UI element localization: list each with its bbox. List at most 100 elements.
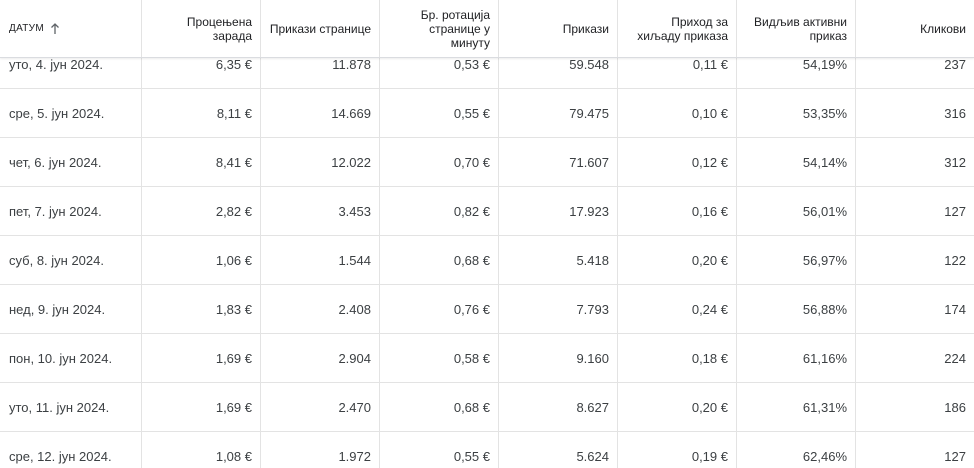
impressions-cell: 17.923	[498, 187, 617, 235]
active-view-cell: 54,19%	[736, 40, 855, 88]
table-row: сре, 12. јун 2024. 1,08 €1.972 0,55 €5.624…	[0, 432, 974, 468]
column-header-label: Прикази странице	[269, 21, 371, 36]
impressions-cell: 5.624	[498, 432, 617, 468]
table-row: нед, 9. јун 2024. 1,83 €2.408 0,76 €7.793 0…	[0, 285, 974, 334]
page-rpm-cell: 0,68 €	[379, 236, 498, 284]
impressions-cell: 5.418	[498, 236, 617, 284]
date-cell: пон, 10. јун 2024.	[9, 350, 113, 366]
page-views-cell: 12.022	[260, 138, 379, 186]
impressions-cell: 7.793	[498, 285, 617, 333]
impression-rpm-cell: 0,20 €	[617, 383, 736, 431]
impression-rpm-cell: 0,20 €	[617, 236, 736, 284]
column-header-clicks[interactable]: Кликови	[855, 0, 974, 57]
page-views-cell: 11.878	[260, 40, 379, 88]
column-header-label: Кликови	[920, 21, 966, 36]
impression-rpm-cell: 0,10 €	[617, 89, 736, 137]
table-row: сре, 5. јун 2024. 8,11 €14.669 0,55 €79.47…	[0, 89, 974, 138]
table-body: уто, 4. јун 2024. 6,35 €11.878 0,53 €59.54…	[0, 40, 974, 468]
active-view-cell: 54,14%	[736, 138, 855, 186]
page-views-cell: 2.904	[260, 334, 379, 382]
clicks-cell: 174	[855, 285, 974, 333]
clicks-cell: 122	[855, 236, 974, 284]
impression-rpm-cell: 0,16 €	[617, 187, 736, 235]
page-rpm-cell: 0,55 €	[379, 432, 498, 468]
active-view-cell: 56,88%	[736, 285, 855, 333]
table-row: суб, 8. јун 2024. 1,06 €1.544 0,68 €5.418 0…	[0, 236, 974, 285]
clicks-cell: 127	[855, 432, 974, 468]
active-view-cell: 56,97%	[736, 236, 855, 284]
table-row: уто, 4. јун 2024. 6,35 €11.878 0,53 €59.54…	[0, 40, 974, 89]
clicks-cell: 316	[855, 89, 974, 137]
table-row: уто, 11. јун 2024. 1,69 €2.470 0,68 €8.627…	[0, 383, 974, 432]
table-row: чет, 6. јун 2024. 8,41 €12.022 0,70 €71.60…	[0, 138, 974, 187]
estimated-earnings-cell: 1,83 €	[141, 285, 260, 333]
page-rpm-cell: 0,82 €	[379, 187, 498, 235]
table-header: ДАТУМ Процењена зарада Прикази странице …	[0, 0, 974, 58]
column-header-label: Бр. ротација странице у минуту	[420, 7, 490, 50]
impression-rpm-cell: 0,24 €	[617, 285, 736, 333]
page-views-cell: 2.408	[260, 285, 379, 333]
impressions-cell: 79.475	[498, 89, 617, 137]
column-header-impressions[interactable]: Прикази	[498, 0, 617, 57]
page-rpm-cell: 0,76 €	[379, 285, 498, 333]
clicks-cell: 224	[855, 334, 974, 382]
page-views-cell: 3.453	[260, 187, 379, 235]
column-header-estimated-earnings[interactable]: Процењена зарада	[141, 0, 260, 57]
date-cell: уто, 11. јун 2024.	[9, 399, 110, 415]
estimated-earnings-cell: 1,08 €	[141, 432, 260, 468]
date-cell: сре, 5. јун 2024.	[9, 105, 105, 121]
table-row: пет, 7. јун 2024. 2,82 €3.453 0,82 €17.923…	[0, 187, 974, 236]
active-view-cell: 61,16%	[736, 334, 855, 382]
estimated-earnings-cell: 6,35 €	[141, 40, 260, 88]
impression-rpm-cell: 0,11 €	[617, 40, 736, 88]
impressions-cell: 59.548	[498, 40, 617, 88]
column-header-label: Приход за хиљаду приказа	[637, 14, 728, 43]
date-cell: нед, 9. јун 2024.	[9, 301, 106, 317]
column-header-label: ДАТУМ	[9, 22, 44, 34]
impressions-cell: 71.607	[498, 138, 617, 186]
clicks-cell: 237	[855, 40, 974, 88]
estimated-earnings-cell: 1,06 €	[141, 236, 260, 284]
clicks-cell: 186	[855, 383, 974, 431]
page-views-cell: 1.972	[260, 432, 379, 468]
active-view-cell: 61,31%	[736, 383, 855, 431]
active-view-cell: 62,46%	[736, 432, 855, 468]
column-header-page-rpm[interactable]: Бр. ротација странице у минуту	[379, 0, 498, 57]
column-header-label: Процењена зарада	[186, 14, 252, 43]
column-header-date[interactable]: ДАТУМ	[0, 0, 141, 57]
date-cell: суб, 8. јун 2024.	[9, 252, 104, 268]
date-cell: пет, 7. јун 2024.	[9, 203, 102, 219]
estimated-earnings-cell: 2,82 €	[141, 187, 260, 235]
impression-rpm-cell: 0,18 €	[617, 334, 736, 382]
impression-rpm-cell: 0,19 €	[617, 432, 736, 468]
column-header-label: Видљив активни приказ	[754, 14, 847, 43]
impressions-cell: 9.160	[498, 334, 617, 382]
estimated-earnings-cell: 1,69 €	[141, 334, 260, 382]
date-cell: уто, 4. јун 2024.	[9, 56, 103, 72]
page-rpm-cell: 0,53 €	[379, 40, 498, 88]
column-header-label: Прикази	[562, 21, 609, 36]
page-rpm-cell: 0,70 €	[379, 138, 498, 186]
estimated-earnings-cell: 8,41 €	[141, 138, 260, 186]
date-cell: чет, 6. јун 2024.	[9, 154, 102, 170]
estimated-earnings-cell: 1,69 €	[141, 383, 260, 431]
clicks-cell: 312	[855, 138, 974, 186]
column-header-active-view-viewable[interactable]: Видљив активни приказ	[736, 0, 855, 57]
clicks-cell: 127	[855, 187, 974, 235]
impression-rpm-cell: 0,12 €	[617, 138, 736, 186]
date-cell: сре, 12. јун 2024.	[9, 448, 112, 464]
table-row: пон, 10. јун 2024. 1,69 €2.904 0,58 €9.160…	[0, 334, 974, 383]
page-views-cell: 2.470	[260, 383, 379, 431]
page-rpm-cell: 0,68 €	[379, 383, 498, 431]
page-views-cell: 1.544	[260, 236, 379, 284]
page-rpm-cell: 0,55 €	[379, 89, 498, 137]
estimated-earnings-cell: 8,11 €	[141, 89, 260, 137]
active-view-cell: 53,35%	[736, 89, 855, 137]
column-header-page-views[interactable]: Прикази странице	[260, 0, 379, 57]
impressions-cell: 8.627	[498, 383, 617, 431]
arrow-up-icon	[50, 22, 59, 34]
page-rpm-cell: 0,58 €	[379, 334, 498, 382]
active-view-cell: 56,01%	[736, 187, 855, 235]
column-header-impression-rpm[interactable]: Приход за хиљаду приказа	[617, 0, 736, 57]
